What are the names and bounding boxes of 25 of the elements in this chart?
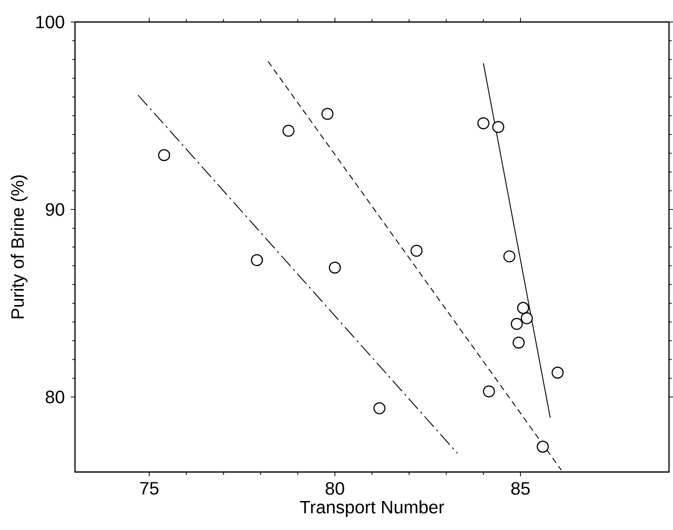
y-axis-title: Purity of Brine (%)	[10, 175, 28, 318]
x-tick-label: 80	[326, 482, 344, 495]
point	[321, 108, 334, 120]
point	[250, 254, 263, 266]
point	[477, 117, 490, 130]
x-axis-title: Transport Number	[300, 500, 444, 518]
x-tick-label: 75	[140, 482, 158, 495]
point	[158, 149, 170, 162]
y-tick-label: 90	[46, 203, 64, 216]
point	[482, 385, 495, 398]
point	[282, 124, 294, 137]
x-tick-label: 85	[511, 482, 530, 495]
point	[410, 244, 423, 257]
point	[536, 440, 549, 453]
point	[503, 250, 516, 262]
point	[517, 302, 530, 314]
point	[520, 312, 533, 324]
point	[512, 336, 525, 349]
y-tick-label: 100	[36, 16, 64, 28]
point	[373, 402, 386, 414]
point	[552, 366, 564, 379]
y-tick-label: 80	[46, 390, 64, 404]
point	[492, 120, 504, 134]
point	[328, 262, 341, 274]
point	[510, 318, 523, 330]
